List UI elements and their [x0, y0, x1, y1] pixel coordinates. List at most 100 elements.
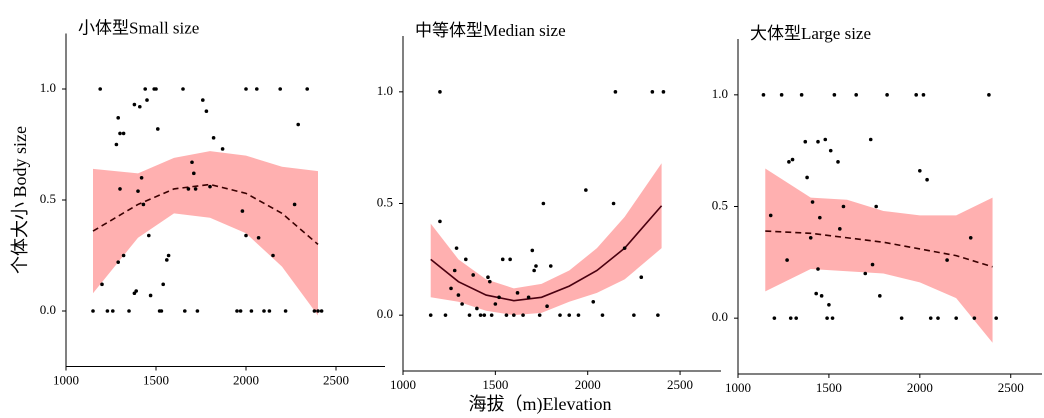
point: [504, 313, 509, 317]
y-tick-label: 1.0: [712, 86, 728, 101]
point: [121, 131, 126, 136]
point: [521, 313, 525, 317]
y-axis-label: 个体大小 Body size: [10, 126, 30, 274]
point: [283, 309, 288, 313]
point: [262, 309, 266, 313]
point: [181, 87, 185, 91]
point: [794, 316, 798, 320]
point: [454, 246, 459, 250]
fit-line: [92, 183, 319, 246]
chart-title: 大体型Large size: [750, 24, 871, 43]
point: [611, 201, 616, 206]
point: [803, 139, 808, 144]
point: [548, 264, 553, 268]
point: [475, 306, 479, 311]
point: [827, 302, 831, 307]
point: [567, 313, 572, 317]
point: [143, 87, 147, 91]
point: [235, 309, 239, 313]
y-tick-label: 0.0: [40, 302, 56, 317]
point: [312, 309, 317, 313]
point: [195, 309, 200, 313]
point: [558, 313, 562, 317]
point: [319, 309, 324, 313]
point: [785, 258, 789, 262]
y-tick-label: 0.5: [712, 197, 728, 212]
point: [818, 215, 822, 220]
point: [600, 313, 605, 317]
point: [186, 187, 191, 191]
x-tick-label: 1500: [816, 380, 842, 395]
point: [148, 293, 153, 298]
point: [836, 160, 840, 164]
point: [768, 213, 773, 218]
point: [267, 309, 272, 313]
point: [190, 160, 194, 165]
point: [639, 275, 644, 280]
point: [838, 227, 842, 231]
point: [100, 282, 104, 287]
point: [438, 90, 442, 94]
point: [761, 93, 766, 97]
chart-title: 中等体型Median size: [415, 21, 566, 40]
point: [464, 257, 468, 262]
point: [622, 246, 627, 250]
point: [478, 313, 483, 317]
point: [220, 147, 225, 151]
point: [921, 93, 926, 97]
point: [460, 302, 464, 306]
point: [134, 289, 138, 293]
y-tick-label: 0.0: [377, 306, 393, 321]
x-tick-label: 1000: [725, 380, 751, 395]
point: [278, 87, 283, 91]
point: [805, 175, 809, 180]
point: [238, 309, 243, 313]
point: [98, 87, 102, 91]
point: [500, 257, 505, 262]
point: [438, 219, 442, 224]
point: [127, 309, 131, 313]
point: [489, 313, 494, 317]
point: [830, 316, 835, 320]
point: [145, 98, 149, 102]
point: [296, 122, 301, 127]
point: [918, 168, 922, 173]
point: [790, 157, 795, 162]
point: [841, 204, 846, 209]
point: [825, 316, 829, 320]
x-tick-label: 1000: [390, 377, 416, 392]
point: [512, 313, 516, 317]
point: [541, 201, 546, 206]
point: [545, 304, 549, 309]
point: [779, 93, 784, 97]
point: [576, 313, 581, 317]
point: [885, 93, 889, 97]
point: [154, 87, 158, 91]
point: [945, 258, 949, 262]
y-tick-label: 0.0: [712, 309, 728, 324]
point: [316, 309, 320, 313]
fit-line: [765, 230, 993, 268]
point: [192, 171, 196, 176]
point: [661, 90, 666, 94]
point: [526, 295, 531, 300]
point: [515, 291, 520, 295]
y-tick-label: 1.0: [40, 80, 56, 95]
y-tick-label: 1.0: [377, 83, 393, 98]
point: [819, 294, 824, 298]
point: [868, 137, 873, 142]
point: [497, 295, 501, 300]
point: [138, 104, 142, 109]
x-axis-label: 海拔（m)Elevation: [469, 394, 612, 415]
point: [650, 90, 655, 94]
point: [954, 316, 958, 320]
point: [132, 102, 137, 107]
point: [914, 93, 918, 97]
point: [816, 139, 820, 144]
point: [467, 313, 472, 317]
point: [936, 316, 940, 320]
point: [808, 235, 813, 240]
point: [814, 291, 818, 296]
point: [271, 253, 275, 258]
